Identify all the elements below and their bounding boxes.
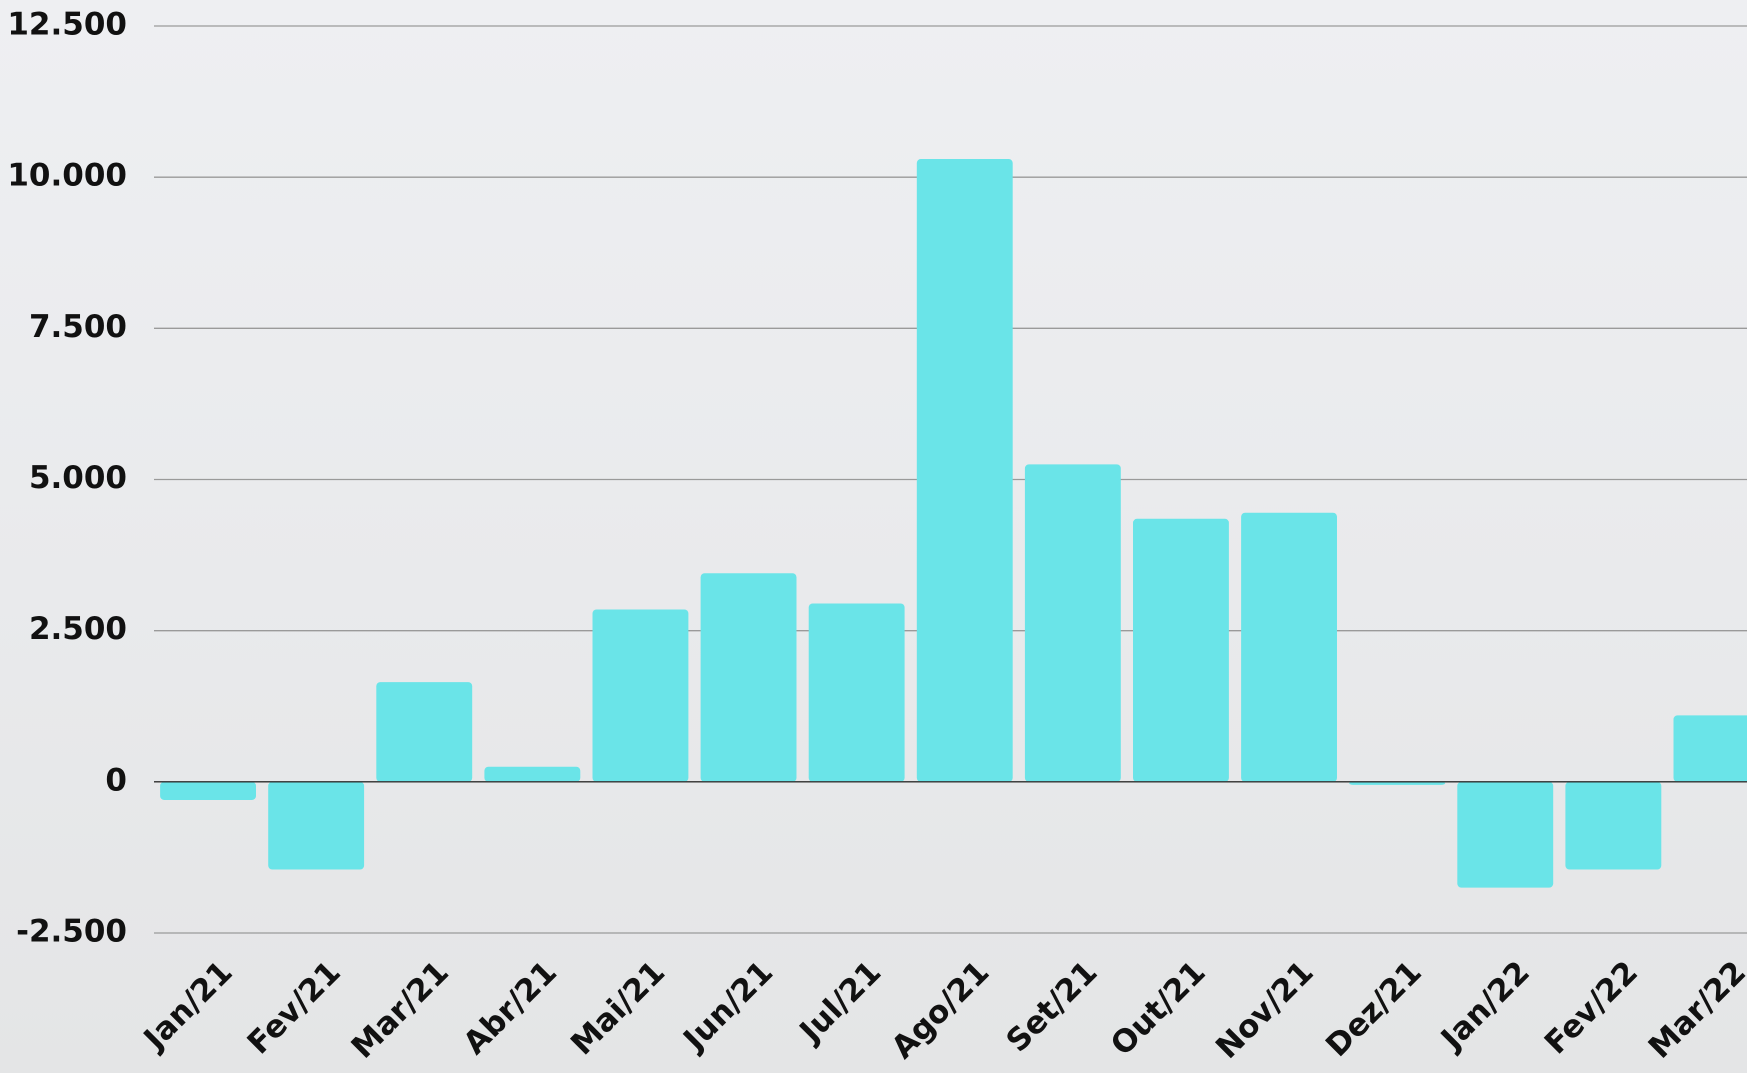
chart: -2.50002.5005.0007.50010.00012.500Jan/21… [0, 0, 1747, 1073]
bar [1457, 782, 1553, 888]
bar [1025, 464, 1121, 781]
y-tick-label: 5.000 [29, 460, 127, 496]
bar [1565, 782, 1661, 870]
y-tick-label: -2.500 [16, 914, 127, 950]
bar [701, 573, 797, 782]
y-tick-label: 12.500 [7, 7, 127, 43]
bar [917, 159, 1013, 782]
bar [376, 682, 472, 782]
y-tick-label: 2.500 [29, 611, 127, 647]
y-tick-label: 0 [105, 762, 127, 798]
bar [593, 610, 689, 782]
bar [1133, 519, 1229, 782]
bar [268, 782, 364, 870]
bar [1674, 715, 1747, 782]
bar [1241, 513, 1337, 782]
y-tick-label: 7.500 [29, 309, 127, 345]
bar [484, 767, 580, 782]
background [0, 0, 1747, 1073]
bar [160, 782, 256, 800]
bar [809, 603, 905, 781]
y-tick-label: 10.000 [7, 158, 127, 194]
